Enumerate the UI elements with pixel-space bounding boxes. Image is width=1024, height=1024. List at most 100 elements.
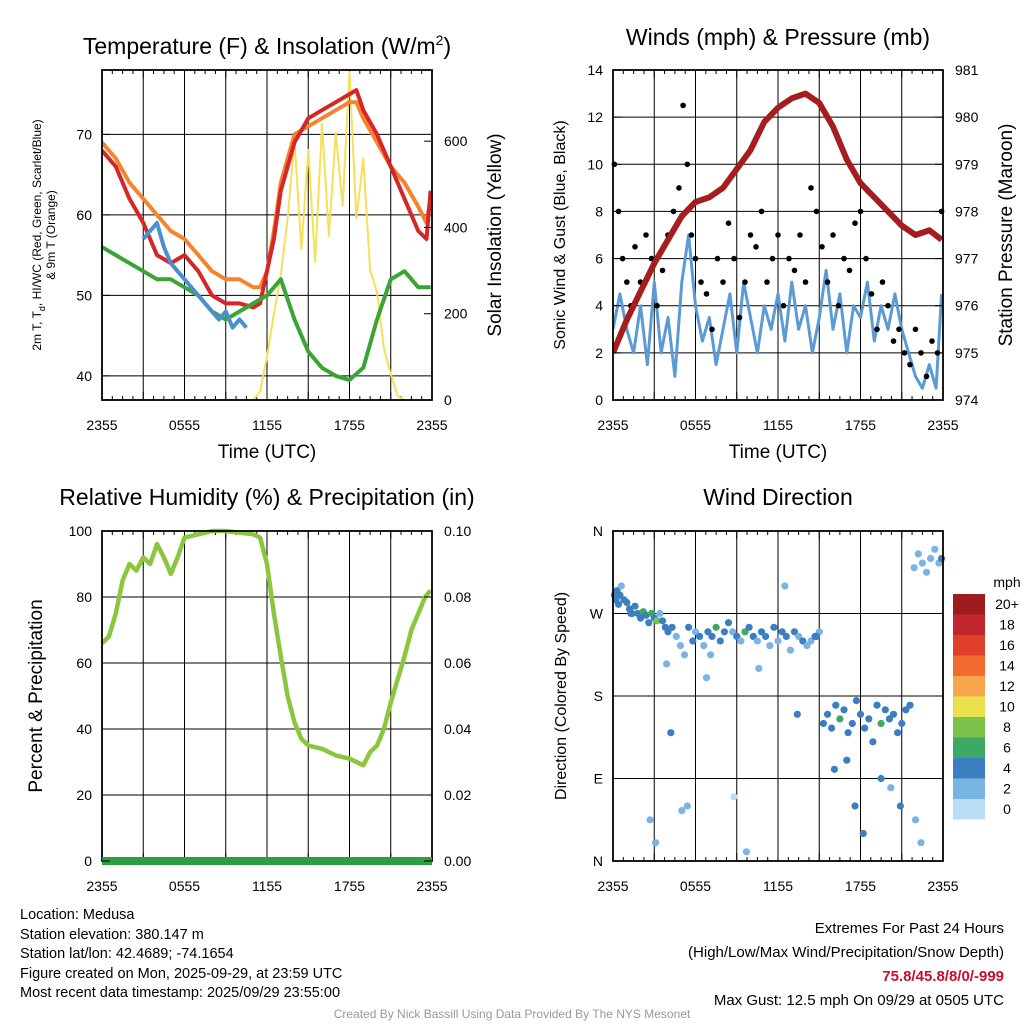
- direction-point: [653, 617, 661, 625]
- colorbar-label: 12: [999, 678, 1015, 694]
- y-tick-label-right: 981: [955, 62, 979, 78]
- colorbar-cell: [953, 655, 985, 676]
- direction-point: [856, 710, 865, 718]
- gust-point: [808, 185, 814, 191]
- direction-point: [918, 559, 927, 567]
- gust-point: [742, 279, 748, 285]
- colorbar-label: 2: [1003, 781, 1011, 797]
- direction-point: [859, 829, 867, 838]
- x-tick-label: 2355: [86, 878, 117, 894]
- x-tick-label: 1155: [252, 417, 282, 433]
- y-tick-label: 14: [587, 62, 603, 78]
- extremes-title: Extremes For Past 24 Hours: [814, 920, 1004, 937]
- direction-point: [931, 545, 939, 553]
- colorbar-label: 14: [999, 658, 1015, 674]
- direction-point: [793, 710, 801, 718]
- direction-point: [906, 701, 914, 709]
- direction-point: [691, 628, 700, 636]
- y-tick-label-right: 975: [955, 345, 979, 361]
- y-tick-label-right: 400: [444, 219, 468, 235]
- y-tick-label: 8: [595, 203, 603, 219]
- x-tick-label: 2355: [86, 417, 117, 433]
- gust-point: [874, 326, 880, 333]
- direction-point: [865, 715, 873, 723]
- colorbar-label: 0: [1003, 801, 1011, 817]
- colorbar-title: mph: [993, 574, 1020, 590]
- y-tick-label-right: 980: [955, 109, 979, 125]
- gust-point: [720, 279, 726, 285]
- x-tick-label: 2355: [597, 417, 628, 433]
- gust-point: [632, 244, 638, 250]
- y-axis-label-right: Solar Insolation (Yellow): [485, 133, 506, 336]
- gust-point: [824, 279, 831, 285]
- direction-point: [790, 628, 799, 636]
- direction-point: [781, 582, 789, 590]
- plot-border: [612, 69, 944, 401]
- gust-point: [868, 291, 875, 297]
- gust-point: [747, 232, 754, 238]
- y-tick-label-right: 0.00: [444, 853, 471, 869]
- direction-point: [658, 617, 667, 625]
- gust-point: [852, 220, 858, 226]
- direction-point: [840, 706, 848, 714]
- colorbar-cell: [953, 758, 985, 779]
- direction-point: [766, 642, 774, 650]
- direction-point: [755, 664, 763, 673]
- gust-point: [624, 279, 630, 285]
- direction-point: [782, 632, 790, 641]
- direction-point: [716, 637, 724, 645]
- direction-point: [795, 632, 803, 641]
- y-tick-label: E: [594, 771, 603, 787]
- y-tick-label: N: [593, 853, 603, 869]
- colorbar-cell: [953, 614, 985, 635]
- speed-colorbar: mph 20+ 18 16 14 12 10 8 6 4 2 0: [953, 574, 1021, 820]
- direction-point: [702, 674, 711, 682]
- gust-point: [879, 279, 886, 285]
- direction-point: [828, 724, 836, 732]
- y-tick-label: 6: [595, 251, 603, 267]
- gust-point: [670, 208, 677, 215]
- gust-point: [758, 208, 765, 215]
- y-tick-label-right: 0.08: [444, 589, 471, 605]
- direction-point: [885, 715, 894, 723]
- y-tick-label: 60: [76, 207, 92, 223]
- direction-point: [823, 710, 832, 718]
- gust-point: [731, 255, 737, 262]
- gust-point: [643, 232, 649, 238]
- direction-point: [676, 642, 685, 650]
- y-tick-label-right: 0.10: [444, 523, 471, 539]
- gust-point: [907, 361, 913, 368]
- figure-created: Figure created on Mon, 2025-09-29, at 23…: [20, 965, 343, 982]
- y-tick-label: W: [590, 606, 604, 622]
- direction-point: [642, 611, 650, 619]
- gust-point: [619, 255, 626, 262]
- direction-point: [745, 623, 753, 631]
- colorbar-cell: [953, 696, 985, 717]
- direction-point: [869, 738, 877, 746]
- gust-point: [890, 338, 897, 344]
- gust-point: [802, 279, 809, 285]
- direction-point: [898, 719, 906, 728]
- direction-point: [922, 568, 931, 576]
- colorbar-cell: [953, 676, 985, 697]
- gust-point: [835, 302, 842, 309]
- direction-point: [729, 628, 737, 636]
- direction-point: [910, 564, 918, 572]
- recent-timestamp: Most recent data timestamp: 2025/09/29 2…: [20, 985, 341, 1001]
- gust-point: [676, 185, 682, 191]
- gust-point: [813, 208, 820, 215]
- direction-point: [753, 637, 762, 645]
- direction-point: [730, 793, 738, 801]
- x-tick-label: 2355: [416, 417, 447, 433]
- direction-point: [689, 637, 697, 645]
- direction-point: [683, 802, 691, 810]
- y-axis-label-left: Percent & Precipitation: [26, 599, 47, 792]
- direction-point: [668, 623, 676, 631]
- gust-point: [709, 326, 715, 333]
- x-tick-label: 1755: [845, 417, 876, 433]
- gust-point: [830, 232, 836, 238]
- colorbar-label: 8: [1003, 719, 1011, 735]
- colorbar-cell: [953, 799, 985, 820]
- direction-point: [819, 719, 828, 728]
- colorbar-cell: [953, 594, 985, 615]
